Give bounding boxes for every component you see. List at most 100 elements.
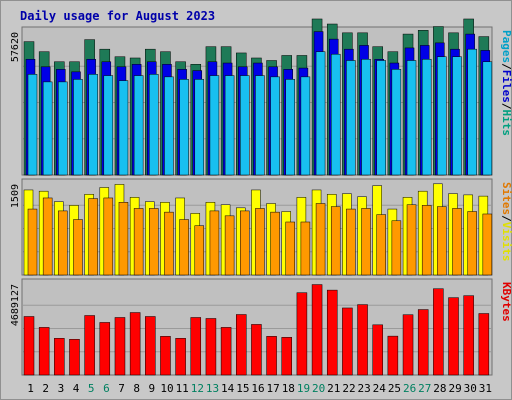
bar-pages-day-27 — [421, 58, 432, 176]
bar-pages-day-13 — [209, 75, 220, 176]
bar-kbytes-day-4 — [69, 339, 80, 376]
bar-sites-day-6 — [103, 197, 114, 276]
x-tick-label: 26 — [403, 382, 416, 395]
bar-pages-day-11 — [179, 79, 189, 176]
bar-pages-day-18 — [285, 79, 295, 176]
bar-pages-day-28 — [437, 56, 447, 176]
bar-sites-day-5 — [88, 198, 98, 276]
x-tick-label: 30 — [464, 382, 477, 395]
x-tick-label: 20 — [312, 382, 325, 395]
bar-pages-day-30 — [467, 48, 477, 176]
x-axis: 1 2 3 4 5 6 7 8 9 10 11 12 13 14 15 16 17 18 19 20 21 22 23 24 2… — [27, 382, 492, 395]
bar-pages-day-7 — [118, 80, 129, 176]
x-tick-label: 13 — [206, 382, 219, 395]
x-tick-label: 7 — [118, 382, 125, 395]
bar-sites-day-28 — [437, 206, 447, 276]
bar-sites-day-7 — [118, 202, 129, 276]
bar-kbytes-day-2 — [38, 327, 50, 376]
panel-visits-scale-label: 1509 — [10, 184, 21, 208]
bar-sites-day-15 — [240, 210, 250, 276]
bar-pages-day-31 — [482, 61, 493, 176]
x-tick-label: 23 — [358, 382, 371, 395]
bar-pages-day-3 — [58, 81, 68, 176]
bar-sites-day-21 — [330, 206, 341, 276]
bar-kbytes-day-12 — [190, 317, 202, 376]
bar-sites-day-2 — [42, 197, 53, 276]
bar-sites-day-24 — [376, 214, 386, 276]
bar-sites-day-3 — [58, 210, 68, 276]
bar-kbytes-day-23 — [357, 304, 368, 376]
x-tick-label: 21 — [327, 382, 340, 395]
bar-sites-day-20 — [315, 203, 326, 276]
x-tick-label: 19 — [297, 382, 310, 395]
panel-hits-scale-label: 57620 — [10, 32, 21, 62]
legend-separator: / — [500, 215, 512, 222]
x-tick-label: 8 — [133, 382, 140, 395]
x-tick-label: 24 — [373, 382, 387, 395]
bar-pages-day-9 — [149, 74, 159, 176]
bar-sites-day-14 — [224, 215, 235, 276]
x-tick-label: 29 — [448, 382, 461, 395]
x-tick-label: 16 — [251, 382, 264, 395]
bar-kbytes-day-8 — [129, 312, 141, 376]
bar-pages-day-5 — [88, 74, 98, 176]
panel-visits: 1509 Sites/Visits — [10, 178, 512, 276]
bar-kbytes-day-13 — [205, 318, 217, 376]
bar-kbytes-day-14 — [220, 327, 232, 376]
bar-pages-day-25 — [391, 69, 402, 176]
bar-pages-day-14 — [224, 75, 235, 176]
bar-sites-day-27 — [421, 205, 432, 276]
bar-pages-day-29 — [452, 56, 462, 176]
legend-separator: / — [500, 103, 512, 110]
bar-kbytes-day-16 — [251, 324, 262, 376]
panel-kbytes-legend: KBytes — [500, 282, 512, 322]
bar-sites-day-16 — [255, 208, 265, 276]
x-tick-label: 4 — [73, 382, 80, 395]
legend-pages: Pages — [500, 30, 512, 63]
legend-sites: Sites — [500, 182, 512, 215]
x-tick-label: 28 — [433, 382, 446, 395]
bar-kbytes-day-6 — [99, 322, 111, 376]
bar-kbytes-day-11 — [175, 338, 186, 376]
bar-sites-day-19 — [300, 221, 311, 276]
bar-sites-day-8 — [133, 208, 144, 276]
panel-hits: 57620 Pages/Files/Hits — [10, 18, 512, 176]
bar-pages-day-8 — [133, 75, 144, 176]
x-tick-label: 3 — [58, 382, 65, 395]
bar-sites-day-13 — [209, 210, 220, 276]
bar-kbytes-day-29 — [448, 297, 459, 376]
panel-kbytes: 4689127 KBytes — [10, 278, 512, 376]
bar-kbytes-day-31 — [478, 313, 490, 376]
bar-kbytes-day-26 — [402, 314, 414, 376]
bar-kbytes-day-25 — [387, 335, 399, 376]
bar-kbytes-day-22 — [342, 307, 353, 376]
bar-sites-day-11 — [179, 219, 189, 276]
bar-sites-day-10 — [164, 211, 174, 276]
panel-hits-legend: Pages/Files/Hits — [500, 30, 512, 136]
bar-kbytes-day-19 — [296, 292, 308, 376]
bar-sites-day-17 — [270, 211, 280, 276]
legend-separator: / — [500, 63, 512, 70]
bar-kbytes-day-24 — [372, 324, 383, 376]
legend-hits: Hits — [500, 110, 512, 137]
bar-pages-day-19 — [300, 76, 311, 176]
bar-pages-day-1 — [27, 74, 38, 176]
bar-kbytes-day-9 — [145, 316, 156, 376]
bar-sites-day-23 — [361, 208, 371, 276]
bar-sites-day-18 — [285, 221, 295, 276]
bar-pages-day-15 — [240, 75, 250, 176]
bar-kbytes-day-18 — [281, 337, 292, 376]
chart-title: Daily usage for August 2023 — [20, 9, 215, 23]
bar-sites-day-1 — [27, 208, 38, 276]
bar-kbytes-day-21 — [326, 289, 338, 376]
bar-pages-day-17 — [270, 76, 280, 176]
bar-sites-day-12 — [194, 225, 205, 276]
bar-kbytes-day-27 — [417, 309, 429, 376]
bar-sites-day-4 — [73, 219, 83, 276]
x-tick-label: 18 — [282, 382, 295, 395]
x-tick-label: 6 — [103, 382, 110, 395]
x-tick-label: 31 — [479, 382, 492, 395]
x-tick-label: 10 — [160, 382, 173, 395]
x-tick-label: 27 — [418, 382, 431, 395]
